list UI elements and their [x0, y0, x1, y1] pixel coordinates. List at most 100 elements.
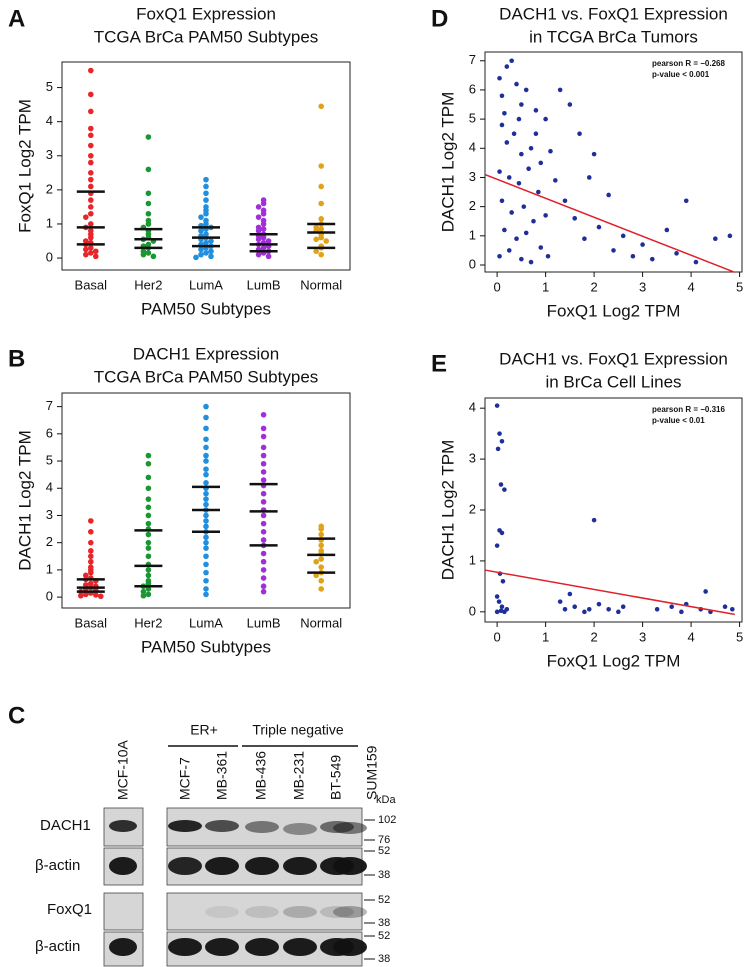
- blot-band: [205, 906, 239, 918]
- data-point: [203, 250, 209, 256]
- data-point: [145, 580, 152, 587]
- row-label: DACH1: [40, 817, 91, 834]
- data-point: [727, 233, 733, 239]
- data-point: [516, 116, 522, 122]
- data-point: [260, 583, 267, 590]
- data-point: [203, 534, 209, 541]
- data-point: [88, 204, 94, 210]
- data-point: [318, 251, 325, 258]
- data-point: [260, 226, 267, 232]
- data-point: [145, 545, 152, 551]
- marker-label: 52: [378, 930, 390, 942]
- data-point: [88, 170, 94, 176]
- data-point: [318, 564, 325, 570]
- data-point: [265, 238, 272, 244]
- data-point: [198, 251, 204, 258]
- lane-label: MB-436: [253, 751, 269, 800]
- data-point: [514, 81, 519, 87]
- x-tick-label: Normal: [300, 277, 342, 292]
- data-point: [557, 87, 563, 93]
- data-point: [145, 190, 152, 197]
- blot-band: [109, 938, 137, 956]
- y-tick-label: 1: [469, 552, 476, 567]
- data-point: [620, 604, 626, 610]
- data-point: [591, 517, 597, 523]
- data-point: [509, 58, 514, 64]
- chart-subtitle: in BrCa Cell Lines: [545, 372, 681, 391]
- data-point: [260, 469, 267, 475]
- data-point: [145, 572, 152, 579]
- data-point: [260, 425, 267, 432]
- x-tick-label: Basal: [75, 277, 108, 292]
- y-tick-label: 3: [469, 169, 476, 184]
- data-point: [150, 253, 157, 260]
- y-axis-label: DACH1 Log2 TPM: [438, 92, 457, 232]
- data-point: [140, 588, 147, 595]
- data-point: [497, 253, 502, 259]
- data-point: [83, 582, 89, 588]
- data-point: [669, 604, 674, 610]
- x-axis-label: PAM50 Subtypes: [141, 299, 271, 318]
- y-tick-label: 1: [46, 561, 53, 576]
- data-point: [545, 253, 551, 259]
- data-point: [203, 444, 209, 451]
- data-point: [255, 236, 262, 243]
- blot-band: [168, 820, 202, 832]
- data-point: [730, 606, 735, 612]
- data-point: [88, 67, 94, 74]
- data-point: [499, 122, 505, 128]
- data-point: [318, 200, 325, 207]
- data-point: [83, 591, 89, 598]
- data-point: [88, 569, 94, 576]
- data-point: [519, 102, 524, 107]
- data-point: [88, 518, 94, 524]
- y-tick-label: 3: [46, 507, 53, 522]
- x-axis-label: PAM50 Subtypes: [141, 637, 271, 656]
- y-tick-label: 6: [469, 81, 476, 96]
- data-point: [538, 245, 544, 250]
- data-point: [562, 606, 568, 612]
- data-point: [83, 572, 89, 579]
- data-point: [203, 176, 209, 183]
- western-blot: C ER+ Triple negative MCF-10A MCF-7 MB-3…: [8, 702, 396, 967]
- data-point: [313, 248, 320, 255]
- data-point: [516, 180, 522, 186]
- data-point: [722, 604, 728, 610]
- data-point: [93, 248, 99, 255]
- data-point: [203, 512, 209, 519]
- blot-band: [205, 820, 239, 832]
- data-point: [203, 518, 209, 524]
- data-point: [88, 142, 94, 149]
- data-point: [145, 496, 152, 502]
- data-point: [318, 526, 325, 532]
- data-point: [494, 543, 500, 548]
- data-point: [519, 151, 524, 157]
- data-point: [203, 466, 209, 473]
- lane-label: MB-361: [214, 751, 230, 800]
- data-point: [543, 116, 548, 122]
- data-point: [649, 256, 655, 262]
- data-point: [630, 253, 636, 259]
- data-point: [260, 528, 267, 535]
- data-point: [494, 403, 500, 408]
- stats-label: p-value < 0.001: [652, 70, 710, 79]
- data-point: [497, 169, 502, 174]
- x-tick-label: Normal: [300, 615, 342, 630]
- data-point: [88, 250, 94, 256]
- blot-band: [333, 906, 367, 918]
- data-point: [499, 93, 505, 99]
- data-point: [606, 192, 611, 198]
- data-point: [203, 553, 209, 560]
- data-point: [145, 474, 152, 481]
- data-point: [203, 221, 209, 227]
- data-point: [318, 542, 325, 549]
- data-point: [494, 594, 500, 599]
- data-point: [616, 609, 621, 615]
- data-point: [528, 259, 534, 265]
- panel-label: D: [431, 5, 448, 32]
- data-point: [502, 487, 507, 492]
- data-point: [145, 210, 152, 217]
- panel-label: A: [8, 5, 25, 32]
- unit-label: kDa: [376, 794, 396, 806]
